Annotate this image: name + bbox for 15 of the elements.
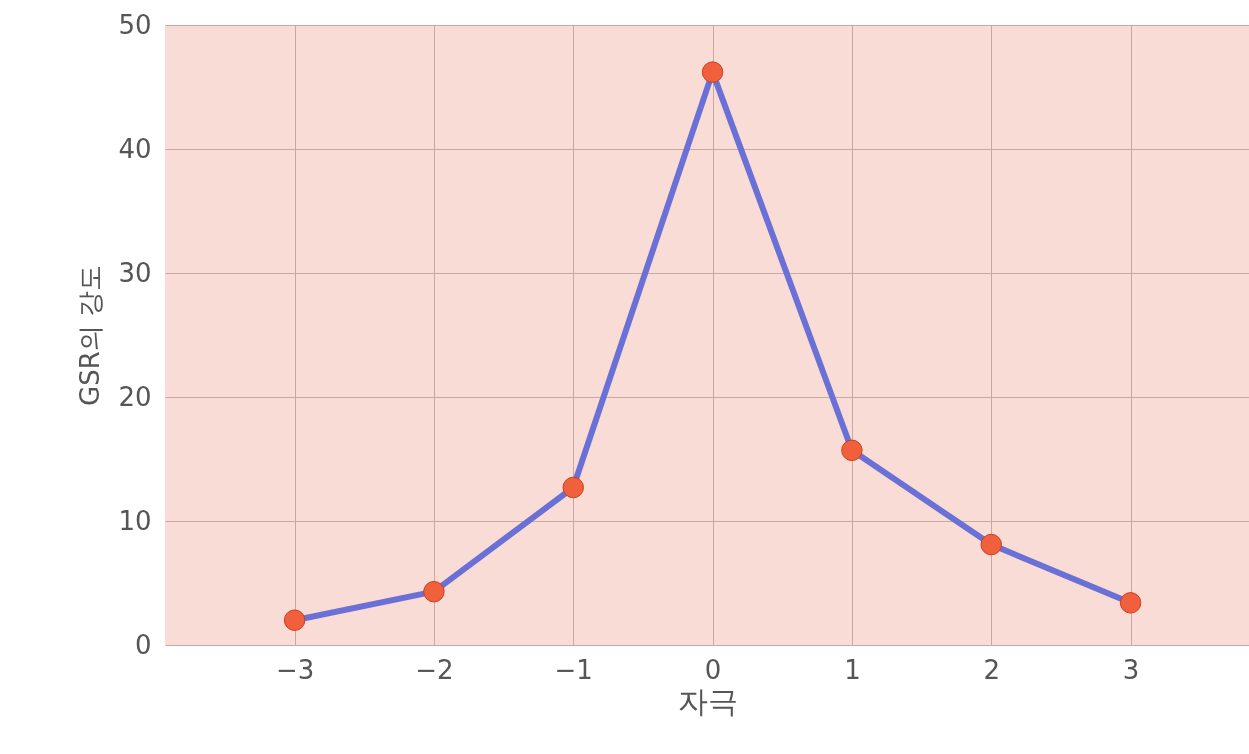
x-tick-label: −3 (275, 654, 315, 685)
x-tick-label: −2 (415, 654, 454, 685)
x-axis-title: 자극 (677, 683, 738, 719)
x-tick-label: 3 (1122, 654, 1140, 685)
y-tick-label: 30 (118, 257, 152, 288)
y-axis-title: GSR의 강도 (75, 265, 106, 406)
x-tick-label: 1 (844, 654, 861, 685)
x-tick-label: 0 (704, 654, 722, 685)
y-tick-label: 50 (118, 9, 152, 40)
y-tick-label: 10 (118, 505, 152, 536)
x-tick-label: −1 (554, 654, 593, 685)
y-tick-label: 20 (118, 381, 152, 412)
y-tick-label: 0 (134, 629, 152, 660)
x-tick-label: 2 (983, 654, 1001, 685)
y-tick-label: 40 (118, 133, 152, 164)
